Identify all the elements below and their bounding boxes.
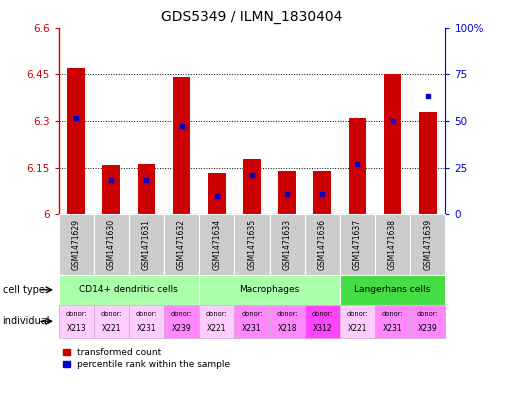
Bar: [234, 214, 270, 275]
Text: GSM1471636: GSM1471636: [318, 219, 327, 270]
Text: GSM1471639: GSM1471639: [423, 219, 432, 270]
Bar: [129, 305, 164, 338]
Bar: [164, 305, 199, 338]
Text: individual: individual: [3, 316, 50, 326]
Text: donor:: donor:: [100, 311, 122, 317]
Bar: [340, 214, 375, 275]
Bar: [59, 305, 94, 338]
Text: X231: X231: [242, 324, 262, 333]
Bar: [59, 214, 94, 275]
Bar: [305, 305, 340, 338]
Text: X218: X218: [277, 324, 297, 333]
Bar: [59, 275, 199, 305]
Bar: [419, 112, 437, 214]
Bar: [94, 214, 129, 275]
Bar: [208, 173, 225, 214]
Text: GSM1471638: GSM1471638: [388, 219, 397, 270]
Bar: [102, 165, 120, 214]
Bar: [67, 68, 85, 214]
Text: donor:: donor:: [347, 311, 369, 317]
Text: X239: X239: [418, 324, 438, 333]
Bar: [199, 275, 340, 305]
Text: X221: X221: [207, 324, 227, 333]
Bar: [305, 214, 340, 275]
Bar: [270, 214, 305, 275]
Text: donor:: donor:: [135, 311, 157, 317]
Text: donor:: donor:: [206, 311, 228, 317]
Text: X213: X213: [66, 324, 86, 333]
Text: Langerhans cells: Langerhans cells: [354, 285, 431, 294]
Text: X231: X231: [383, 324, 403, 333]
Legend: transformed count, percentile rank within the sample: transformed count, percentile rank withi…: [63, 348, 231, 369]
Bar: [199, 305, 234, 338]
Bar: [278, 171, 296, 214]
Bar: [164, 214, 199, 275]
Bar: [410, 305, 445, 338]
Bar: [375, 214, 410, 275]
Text: donor:: donor:: [276, 311, 298, 317]
Bar: [137, 164, 155, 214]
Bar: [340, 275, 445, 305]
Text: X221: X221: [101, 324, 121, 333]
Text: X231: X231: [136, 324, 156, 333]
Text: GSM1471632: GSM1471632: [177, 219, 186, 270]
Text: GSM1471637: GSM1471637: [353, 219, 362, 270]
Bar: [199, 214, 234, 275]
Bar: [270, 305, 305, 338]
Text: GSM1471629: GSM1471629: [72, 219, 80, 270]
Bar: [375, 305, 410, 338]
Text: GSM1471633: GSM1471633: [282, 219, 292, 270]
Text: X239: X239: [172, 324, 191, 333]
Bar: [349, 118, 366, 214]
Bar: [94, 305, 129, 338]
Text: donor:: donor:: [312, 311, 333, 317]
Text: donor:: donor:: [382, 311, 404, 317]
Text: CD14+ dendritic cells: CD14+ dendritic cells: [79, 285, 178, 294]
Text: donor:: donor:: [65, 311, 87, 317]
Text: Macrophages: Macrophages: [239, 285, 300, 294]
Text: GSM1471630: GSM1471630: [107, 219, 116, 270]
Text: cell type: cell type: [3, 285, 44, 295]
Text: GSM1471631: GSM1471631: [142, 219, 151, 270]
Text: X312: X312: [313, 324, 332, 333]
Text: GSM1471635: GSM1471635: [247, 219, 257, 270]
Bar: [243, 159, 261, 214]
Text: donor:: donor:: [171, 311, 192, 317]
Bar: [173, 77, 190, 214]
Title: GDS5349 / ILMN_1830404: GDS5349 / ILMN_1830404: [161, 10, 343, 24]
Bar: [340, 305, 375, 338]
Bar: [314, 171, 331, 214]
Bar: [384, 74, 402, 214]
Text: donor:: donor:: [417, 311, 439, 317]
Text: X221: X221: [348, 324, 367, 333]
Text: GSM1471634: GSM1471634: [212, 219, 221, 270]
Bar: [234, 305, 270, 338]
Bar: [129, 214, 164, 275]
Bar: [410, 214, 445, 275]
Text: donor:: donor:: [241, 311, 263, 317]
